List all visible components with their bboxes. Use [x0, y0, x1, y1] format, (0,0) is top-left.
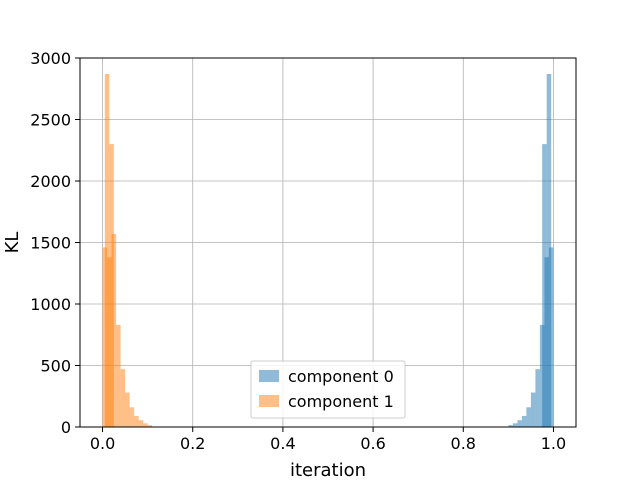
y-tick-label: 1500 [30, 234, 71, 253]
histogram-bar-1-2 [104, 73, 110, 428]
x-tick-label: 0.6 [360, 434, 385, 453]
x-tick-label: 0.8 [451, 434, 476, 453]
x-axis-ticks: 0.0 0.2 0.4 0.6 0.8 1.0 [90, 427, 566, 453]
histogram-bar-0-7 [539, 324, 545, 427]
histogram-bar-1-10 [138, 420, 144, 427]
y-tick-label: 3000 [30, 49, 71, 68]
y-tick-label: 2000 [30, 172, 71, 191]
histogram-bar-1-8 [129, 407, 135, 427]
legend-label: component 0 [288, 367, 394, 386]
histogram-bar-1-5 [116, 324, 121, 427]
histogram-bar-1-7 [125, 392, 130, 427]
histogram-bar-0-0 [508, 425, 513, 427]
histogram-bar-0-3 [521, 415, 527, 427]
y-axis-label: KL [2, 232, 23, 254]
histogram-bar-1-9 [134, 415, 139, 427]
histogram-bar-0-1 [512, 423, 518, 427]
x-tick-label: 0.2 [180, 434, 205, 453]
y-tick-label: 0 [61, 418, 71, 437]
x-axis-label: iteration [290, 460, 366, 480]
histogram-bar-0-2 [517, 420, 522, 427]
histogram-bar-0-5 [530, 392, 536, 427]
x-tick-label: 0.0 [90, 434, 115, 453]
x-tick-label: 0.4 [270, 434, 295, 453]
histogram-bar-1-11 [143, 423, 148, 427]
x-tick-label: 1.0 [541, 434, 566, 453]
legend-swatch [259, 370, 279, 382]
legend: component 0 component 1 [250, 360, 406, 419]
y-tick-label: 500 [40, 357, 71, 376]
legend-label: component 1 [288, 392, 394, 411]
histogram-bar-0-10 [542, 144, 547, 427]
histogram-bar-0-6 [535, 369, 540, 427]
histogram-bar-0-4 [526, 407, 531, 427]
histogram-bar-1-4 [111, 233, 117, 427]
histogram-bar-0-11 [546, 73, 552, 428]
y-tick-label: 2500 [30, 111, 71, 130]
histogram-bar-1-6 [120, 369, 126, 427]
histogram-bar-1-12 [147, 425, 153, 427]
y-tick-label: 1000 [30, 295, 71, 314]
histogram-bars [102, 73, 554, 428]
legend-swatch [259, 395, 279, 407]
legend-box [250, 360, 406, 419]
y-axis-ticks: 0 500 1000 1500 2000 2500 3000 [30, 49, 80, 437]
